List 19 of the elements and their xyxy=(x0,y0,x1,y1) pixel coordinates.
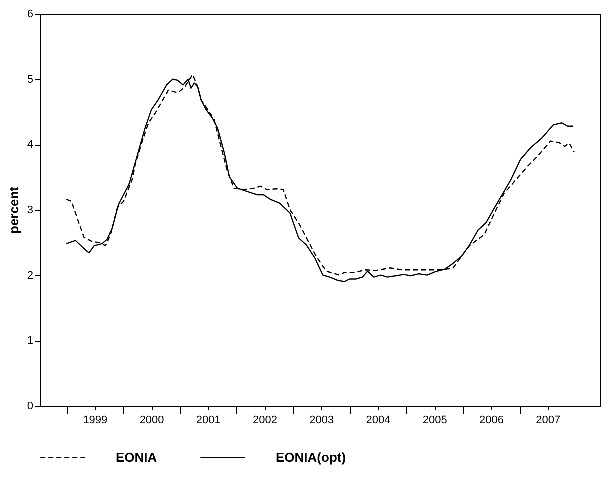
y-tick-label: 4 xyxy=(27,139,34,152)
legend-label: EONIA xyxy=(116,450,158,465)
x-tick-label: 1999 xyxy=(83,414,108,426)
x-tick-label: 2007 xyxy=(536,414,561,426)
x-tick-label: 2002 xyxy=(253,414,278,426)
x-tick-label: 2004 xyxy=(366,414,391,426)
x-tick-label: 2005 xyxy=(422,414,448,426)
x-tick-label: 2001 xyxy=(196,414,221,426)
x-tick-label: 2000 xyxy=(140,414,164,426)
y-tick-label: 1 xyxy=(27,335,34,348)
x-tick-label: 2006 xyxy=(480,414,504,426)
legend-label: EONIA(opt) xyxy=(276,450,346,465)
y-axis-title: percent xyxy=(6,186,22,234)
y-tick-label: 3 xyxy=(27,204,34,216)
x-tick-label: 2003 xyxy=(310,414,334,426)
y-tick-label: 5 xyxy=(27,74,34,86)
y-tick-label: 0 xyxy=(27,400,34,412)
y-tick-label: 6 xyxy=(27,8,34,20)
y-tick-label: 2 xyxy=(27,270,34,282)
